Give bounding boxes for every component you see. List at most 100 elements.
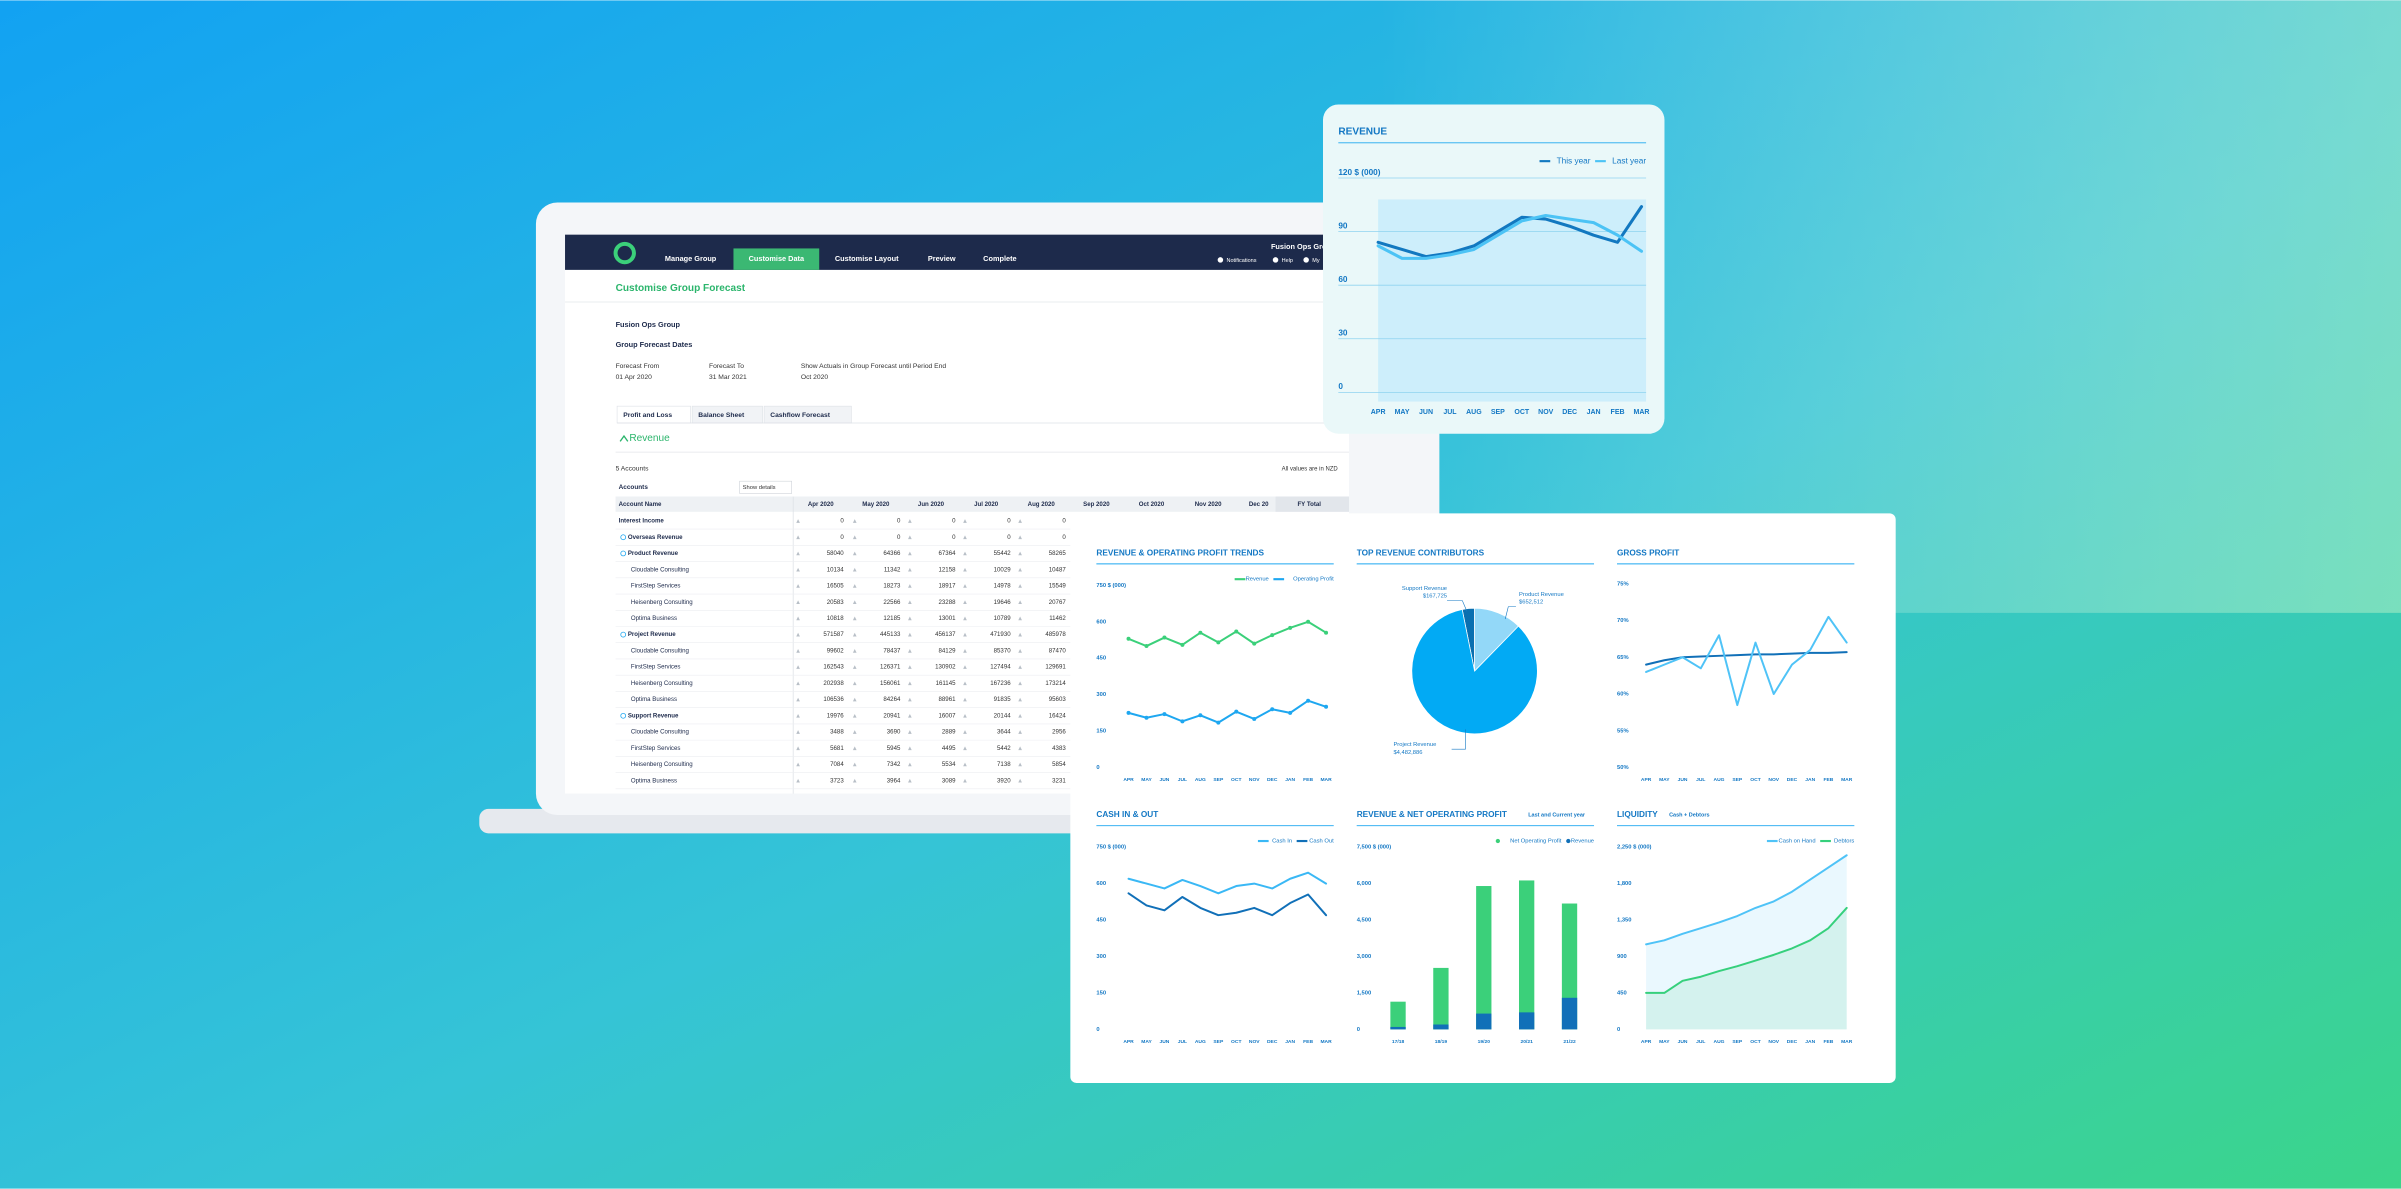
cell-value: 55442 xyxy=(994,550,1012,557)
x-tick-label: DEC xyxy=(1267,777,1278,783)
nav-item[interactable]: Customise Data xyxy=(749,254,805,263)
cell-icon xyxy=(796,665,800,669)
account-name: Cloudable Consulting xyxy=(631,566,689,573)
x-tick-label: NOV xyxy=(1249,1039,1260,1045)
cell-value: 95603 xyxy=(1049,696,1067,703)
x-tick-label: MAY xyxy=(1659,1039,1670,1045)
y-tick-label: 30 xyxy=(1338,329,1348,338)
cell-value: 20767 xyxy=(1049,599,1067,606)
series-line xyxy=(1376,205,1644,259)
legend-label: Revenue xyxy=(1571,839,1594,845)
account-name: Heisenberg Consulting xyxy=(631,761,693,768)
legend-swatch xyxy=(1495,838,1501,844)
cell-value: 99602 xyxy=(827,647,845,654)
point xyxy=(1270,633,1275,638)
nav-item[interactable]: Customise Layout xyxy=(835,254,899,263)
cell-value: 18273 xyxy=(883,583,901,590)
y-tick-label: 750 $ (000) xyxy=(1096,845,1126,851)
y-tick-label: 1,800 xyxy=(1617,881,1632,887)
cell-icon xyxy=(908,616,912,621)
x-tick-label: DEC xyxy=(1787,777,1798,783)
y-tick-label: 0 xyxy=(1357,1027,1360,1033)
cell-value: 23288 xyxy=(939,599,957,606)
y-tick-label: 1,500 xyxy=(1357,990,1372,996)
cell-value: 15549 xyxy=(1049,583,1067,590)
x-tick-label: AUG xyxy=(1714,1039,1725,1045)
series-line xyxy=(1645,615,1848,707)
x-tick-label: MAY xyxy=(1141,777,1152,783)
series-line xyxy=(1645,854,1848,946)
series-line xyxy=(1127,699,1328,724)
cell-value: 471930 xyxy=(990,631,1011,638)
nav-item[interactable]: Manage Group xyxy=(665,254,717,263)
cell-icon xyxy=(963,632,967,637)
y-tick-label: 2,250 $ (000) xyxy=(1617,845,1652,851)
x-tick-label: FEB xyxy=(1824,777,1834,783)
chart-subtitle: Last and Current year xyxy=(1528,812,1586,818)
nav-item[interactable]: Complete xyxy=(983,254,1016,263)
point xyxy=(1270,707,1275,712)
y-tick-label: 300 xyxy=(1096,954,1106,960)
tab[interactable]: Balance Sheet xyxy=(698,412,745,419)
x-tick-label: MAR xyxy=(1634,409,1650,416)
y-tick-label: 750 $ (000) xyxy=(1096,583,1126,589)
x-tick-label: APR xyxy=(1371,409,1386,416)
cell-value: 11342 xyxy=(884,566,901,573)
x-tick-label: NOV xyxy=(1538,409,1554,416)
cell-icon xyxy=(796,600,800,604)
x-tick-label: DEC xyxy=(1562,409,1577,416)
x-tick-label: AUG xyxy=(1195,1039,1206,1045)
cell-icon xyxy=(852,519,857,523)
column-header: Jul 2020 xyxy=(974,501,999,508)
nav-utility[interactable]: Help xyxy=(1282,258,1293,264)
show-details[interactable]: Show details xyxy=(743,485,776,491)
field-value: 31 Mar 2021 xyxy=(709,374,747,381)
cell-icon xyxy=(1018,632,1022,637)
cell-icon xyxy=(963,730,967,734)
column-header: Oct 2020 xyxy=(1139,501,1165,508)
section-title: Group Forecast Dates xyxy=(616,340,693,349)
cell-icon xyxy=(852,762,857,767)
cell-value: 3690 xyxy=(887,729,901,736)
cell-icon xyxy=(796,535,800,540)
legend-label: This year xyxy=(1557,156,1591,165)
cell-icon xyxy=(796,551,800,556)
cell-icon xyxy=(852,551,857,556)
x-tick-label: 18/19 xyxy=(1435,1039,1448,1045)
cell-icon xyxy=(796,519,800,523)
point xyxy=(1324,630,1329,635)
cell-value: 0 xyxy=(952,518,956,525)
cell-value: 12158 xyxy=(939,566,957,573)
series-line xyxy=(1376,213,1644,260)
column-header: Aug 2020 xyxy=(1028,501,1056,508)
cell-value: 3231 xyxy=(1052,777,1066,784)
y-tick-label: 7,500 $ (000) xyxy=(1357,845,1392,851)
dashboard-card xyxy=(1070,513,1896,1083)
tab[interactable]: Cashflow Forecast xyxy=(770,412,830,419)
cell-value: 13001 xyxy=(939,615,957,622)
x-tick-label: SEP xyxy=(1213,777,1224,783)
cell-icon xyxy=(908,762,912,767)
x-tick-label: FEB xyxy=(1303,1039,1313,1045)
cell-value: 58040 xyxy=(827,550,845,557)
show-details-btn[interactable] xyxy=(739,480,792,494)
x-tick-label: JUN xyxy=(1160,1039,1170,1045)
nav-utility[interactable]: Notifications xyxy=(1227,258,1257,264)
cell-icon xyxy=(963,616,967,621)
cell-icon xyxy=(852,632,857,637)
y-tick-label: 1,350 xyxy=(1617,918,1632,924)
x-tick-label: SEP xyxy=(1491,409,1505,416)
cell-value: 3089 xyxy=(942,777,956,784)
x-tick-label: JAN xyxy=(1805,777,1815,783)
cell-value: 5442 xyxy=(997,745,1011,752)
cell-value: 0 xyxy=(1062,534,1066,541)
cell-icon xyxy=(908,778,912,783)
x-tick-label: 20/21 xyxy=(1520,1039,1533,1045)
tab[interactable]: Profit and Loss xyxy=(623,412,672,419)
cell-value: 3920 xyxy=(997,777,1011,784)
nav-utility[interactable]: My xyxy=(1312,258,1320,264)
nav-item[interactable]: Preview xyxy=(928,254,956,263)
cell-value: 78437 xyxy=(883,647,901,654)
x-tick-label: MAY xyxy=(1659,777,1670,783)
revenue-plot-bg xyxy=(1378,199,1647,402)
